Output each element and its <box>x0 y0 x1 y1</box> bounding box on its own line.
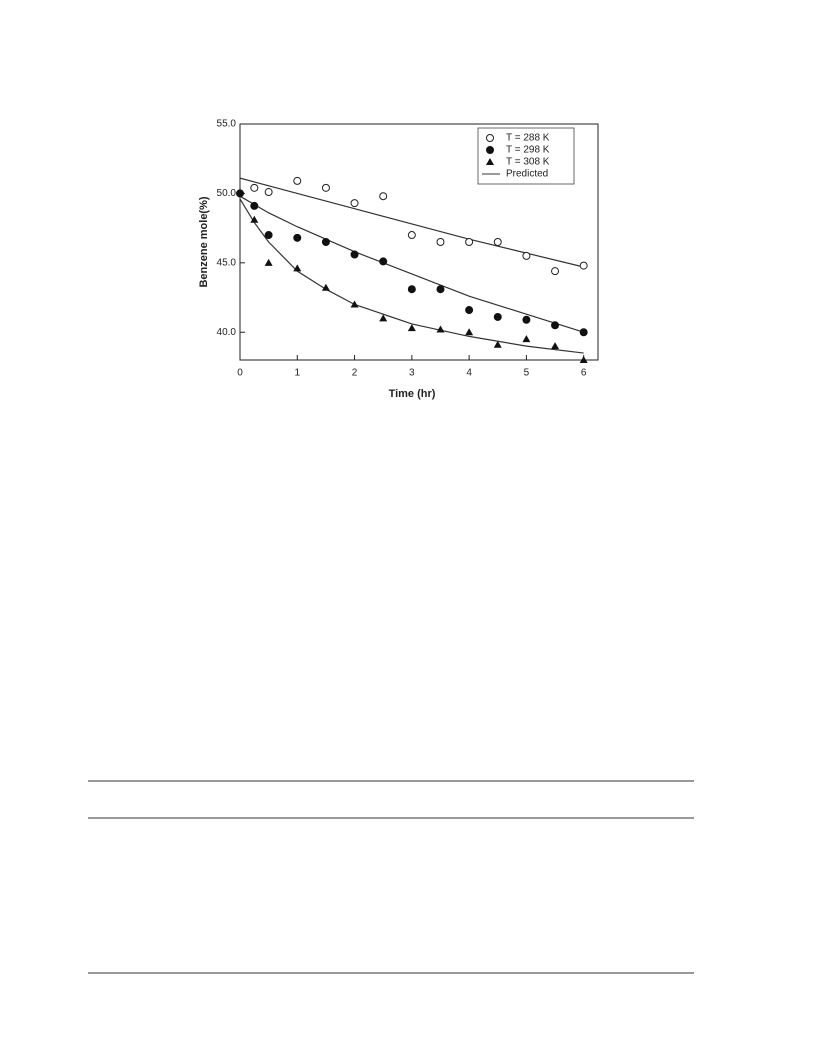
predicted-line <box>239 195 584 333</box>
data-point <box>493 312 502 321</box>
legend-marker <box>486 146 494 154</box>
data-point <box>379 257 388 266</box>
x-tick-label: 0 <box>237 368 243 379</box>
data-point <box>579 356 588 363</box>
predicted-line <box>239 177 584 268</box>
legend-box <box>477 127 575 185</box>
data-point <box>321 283 330 291</box>
data-point <box>264 258 273 266</box>
data-point <box>350 300 359 308</box>
data-point <box>522 315 531 324</box>
y-tick-label: 45.0 <box>217 257 237 268</box>
x-tick-label: 3 <box>409 368 415 379</box>
data-point <box>436 325 445 333</box>
x-tick-label: 5 <box>524 368 530 379</box>
legend-marker <box>486 158 494 165</box>
data-point <box>522 335 531 343</box>
data-point <box>436 285 445 294</box>
y-tick-label: 55.0 <box>217 119 237 130</box>
data-point <box>250 215 259 223</box>
legend-label: T = 308 K <box>506 157 550 168</box>
data-point <box>264 231 273 240</box>
data-point <box>465 306 474 315</box>
data-point <box>579 328 588 337</box>
data-point <box>551 321 560 330</box>
data-point <box>321 183 330 192</box>
legend-marker <box>486 134 494 142</box>
data-point <box>493 238 502 246</box>
data-point <box>293 176 302 185</box>
data-point <box>407 285 416 294</box>
y-tick-label: 50.0 <box>217 188 237 199</box>
data-point <box>407 231 416 240</box>
legend-label: Predicted <box>506 169 548 180</box>
x-tick-label: 1 <box>294 368 300 379</box>
data-point <box>379 314 388 322</box>
x-tick-label: 2 <box>352 368 358 379</box>
legend-label: T = 298 K <box>506 145 550 156</box>
data-point <box>264 188 273 197</box>
data-point <box>350 250 359 259</box>
y-axis-label: Benzene mole(%) <box>198 196 210 287</box>
data-point <box>551 342 560 350</box>
data-point <box>379 192 388 201</box>
plot-frame <box>239 123 599 361</box>
data-point <box>407 324 416 332</box>
data-point <box>293 233 302 242</box>
y-tick-label: 40.0 <box>217 327 237 338</box>
data-point <box>465 238 474 246</box>
x-tick-label: 4 <box>466 368 472 379</box>
x-axis-label: Time (hr) <box>389 388 436 400</box>
x-tick-label: 6 <box>581 368 587 379</box>
data-point <box>579 261 588 270</box>
data-point <box>293 264 302 272</box>
legend-label: T = 288 K <box>506 133 550 144</box>
data-point <box>350 199 359 208</box>
data-point <box>465 328 474 336</box>
data-point <box>551 267 560 276</box>
data-point <box>321 238 330 246</box>
data-point <box>493 340 502 348</box>
data-point <box>250 201 259 210</box>
data-point <box>250 183 259 192</box>
data-point <box>522 251 531 260</box>
data-point <box>436 238 445 246</box>
data-point <box>236 189 244 198</box>
